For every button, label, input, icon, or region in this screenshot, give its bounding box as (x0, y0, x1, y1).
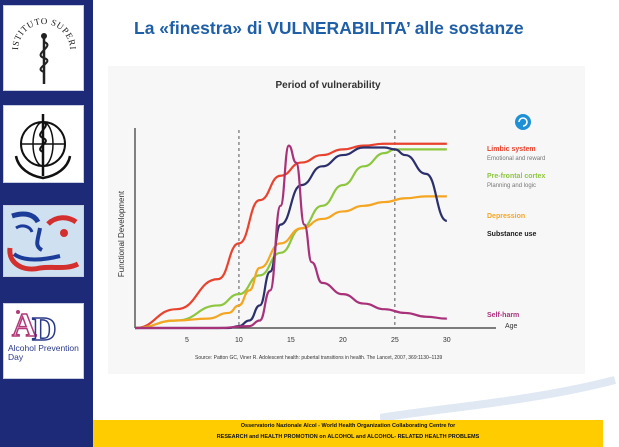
x-tick-label-5: 5 (185, 337, 189, 344)
x-axis-label: Age (505, 323, 518, 330)
refresh-icon-arrow (518, 117, 528, 127)
series-line-pre-frontal-cortex (134, 148, 447, 330)
series-label-depression: Depression (487, 213, 525, 220)
face-logo (3, 205, 84, 277)
logo-sidebar: ISTITUTO SUPERIORE DI SANITÀ (0, 0, 93, 447)
series-label-limbic-system: Limbic system (487, 146, 536, 153)
footer-line-1: Osservatorio Nazionale Alcol - World Hea… (240, 423, 456, 429)
chart-title: Period of vulnerability (275, 80, 380, 91)
alcohol-prevention-day-logo-icon: A D (11, 306, 57, 344)
vulnerability-chart: Period of vulnerability Functional Develo… (117, 80, 545, 361)
series-line-limbic-system (134, 142, 447, 330)
iss-logo-icon: ISTITUTO SUPERIORE DI SANITÀ (4, 6, 78, 84)
series-label-self-harm: Self-harm (487, 312, 519, 319)
svg-text:D: D (32, 311, 57, 344)
x-tick-label-15: 15 (287, 337, 295, 344)
x-tick-label-25: 25 (391, 337, 399, 344)
vulnerability-figure: Period of vulnerability Functional Develo… (108, 66, 585, 374)
who-logo-icon (14, 114, 72, 180)
decorative-swoosh (380, 376, 617, 422)
series-line-substance-use (135, 146, 448, 330)
alcohol-prevention-day-text: Alcohol Prevention Day (8, 343, 79, 362)
svg-text:ISTITUTO SUPERIORE DI SANITÀ: ISTITUTO SUPERIORE DI SANITÀ (4, 6, 78, 50)
footer-line-2: RESEARCH and HEALTH PROMOTION on ALCOHOL… (216, 434, 480, 440)
chart-source: Source: Patton GC, Viner R. Adolescent h… (195, 355, 443, 361)
series-label-substance-use: Substance use (487, 231, 537, 238)
y-axis-label: Functional Development (117, 190, 126, 277)
alcohol-prevention-day-logo: A D Alcohol Prevention Day (3, 303, 84, 379)
who-logo (3, 105, 84, 183)
footer-banner: Osservatorio Nazionale Alcol - World Hea… (93, 420, 603, 447)
svg-text:A: A (12, 307, 37, 344)
series-label-pre-frontal-cortex: Pre-frontal cortex (487, 173, 545, 180)
face-logo-icon (4, 206, 83, 276)
slide-title: La «finestra» di VULNERABILITA’ alle sos… (134, 18, 524, 38)
x-tick-label-20: 20 (339, 337, 347, 344)
series-sublabel-limbic-system: Emotional and reward (487, 156, 545, 162)
x-tick-label-10: 10 (235, 337, 243, 344)
iss-logo: ISTITUTO SUPERIORE DI SANITÀ (3, 5, 84, 91)
series-line-depression (134, 195, 447, 330)
series-line-self-harm (135, 144, 447, 330)
series-sublabel-pre-frontal-cortex: Planning and logic (487, 183, 536, 189)
x-tick-label-30: 30 (443, 337, 451, 344)
refresh-icon (515, 114, 531, 130)
